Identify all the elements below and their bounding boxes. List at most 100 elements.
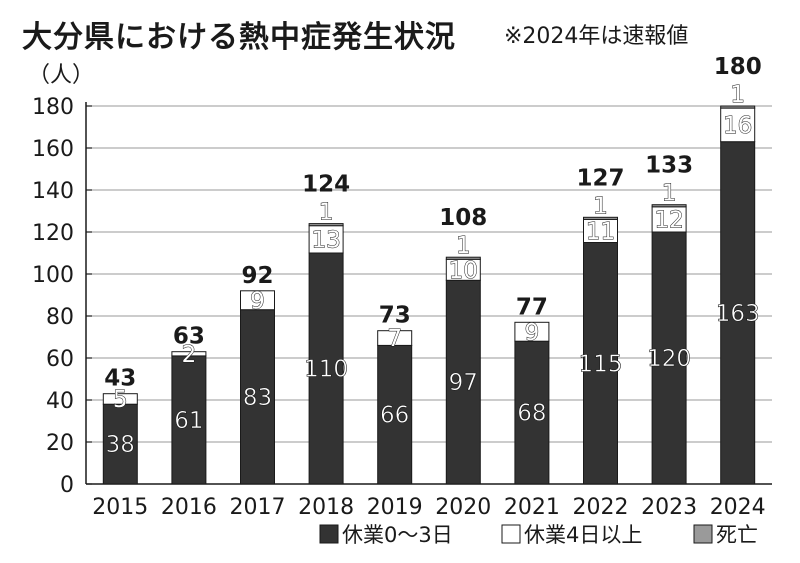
- y-tick-label: 0: [60, 473, 74, 498]
- x-tick-label: 2020: [435, 495, 491, 520]
- x-tick-label: 2024: [710, 495, 766, 520]
- x-tick-label: 2022: [573, 495, 629, 520]
- bar-group-2021: 68 977: [514, 294, 550, 485]
- data-label: 66: [380, 403, 409, 429]
- data-label: 163: [716, 301, 760, 327]
- data-label: 1: [319, 200, 334, 226]
- bar-segment: [171, 351, 207, 357]
- total-label: 180: [714, 54, 762, 80]
- bar-segment: [445, 256, 481, 260]
- x-tick-label: 2021: [504, 495, 560, 520]
- data-label: 12: [654, 207, 683, 233]
- bar-group-2017: 83 992: [240, 263, 275, 485]
- data-label: 1: [593, 193, 608, 219]
- data-label: 7: [387, 326, 402, 352]
- y-tick-label: 120: [32, 221, 74, 246]
- legend-item: 死亡: [693, 523, 758, 547]
- bar-segment: [583, 216, 618, 220]
- chart-title: 大分県における熱中症発生状況: [22, 20, 456, 55]
- bar-segment: [651, 231, 687, 485]
- bar-segment: [651, 204, 687, 208]
- data-label: 5: [113, 387, 128, 413]
- y-tick-label: 100: [32, 263, 74, 288]
- bar-segment: [240, 290, 275, 311]
- data-label: 16: [723, 113, 752, 139]
- total-label: 63: [173, 324, 205, 350]
- y-tick-label: 180: [32, 95, 74, 120]
- data-label: 9: [250, 288, 265, 314]
- bar-group-2016: 61 263: [171, 324, 207, 485]
- legend-label: 休業4日以上: [524, 523, 642, 547]
- y-axis-unit-label: （人）: [28, 63, 94, 88]
- bar-group-2015: 38 543: [102, 366, 138, 485]
- legend-label: 死亡: [716, 523, 758, 547]
- y-tick-label: 80: [46, 305, 74, 330]
- bar-group-2019: 66 773: [377, 303, 413, 485]
- x-tick-label: 2015: [92, 495, 148, 520]
- data-label: 1: [730, 82, 745, 108]
- data-label: 120: [647, 346, 691, 372]
- data-label: 9: [525, 320, 540, 346]
- legend-swatch: [319, 524, 339, 544]
- data-label: 10: [449, 258, 478, 284]
- bar-segment: [583, 242, 618, 485]
- data-label: 1: [662, 181, 677, 207]
- y-tick-label: 20: [46, 431, 74, 456]
- legend: 休業0～3日 休業4日以上 死亡: [319, 523, 758, 547]
- legend-swatch: [693, 524, 713, 544]
- data-label: 1: [456, 233, 471, 259]
- total-label: 108: [439, 205, 487, 231]
- y-tick-label: 140: [32, 179, 74, 204]
- legend-item: 休業0～3日: [319, 523, 453, 547]
- y-tick-label: 60: [46, 347, 74, 372]
- x-tick-label: 2018: [298, 495, 354, 520]
- bar-segment: [102, 393, 138, 405]
- x-tick-label: 2017: [230, 495, 286, 520]
- total-label: 127: [576, 165, 624, 191]
- bar-segment: [377, 330, 413, 346]
- bar-segment: [720, 105, 756, 109]
- data-label: 13: [311, 227, 340, 253]
- total-label: 77: [516, 294, 548, 320]
- legend-swatch: [501, 524, 521, 544]
- total-label: 124: [302, 172, 350, 198]
- legend-item: 休業4日以上: [501, 523, 642, 547]
- y-tick-label: 160: [32, 137, 74, 162]
- x-tick-label: 2019: [367, 495, 423, 520]
- total-label: 43: [104, 366, 136, 392]
- x-tick-label: 2023: [641, 495, 697, 520]
- data-label: 115: [579, 351, 623, 377]
- bar-segment: [308, 252, 344, 485]
- bar-segment: [171, 355, 207, 485]
- total-label: 73: [379, 303, 411, 329]
- data-label: 38: [106, 432, 135, 458]
- bars: 3854361263839921101311246677397101108689…: [102, 54, 762, 485]
- bar-segment: [308, 223, 344, 227]
- preliminary-note: ※2024年は速報値: [504, 24, 689, 49]
- data-label: 68: [517, 401, 546, 427]
- bar-segment: [240, 309, 275, 485]
- data-label: 83: [243, 385, 272, 411]
- bar-segment: [651, 206, 687, 233]
- y-tick-label: 40: [46, 389, 74, 414]
- bar-segment: [720, 141, 756, 485]
- data-label: 110: [304, 357, 348, 383]
- x-tick-label: 2016: [161, 495, 217, 520]
- data-label: 11: [586, 219, 615, 245]
- y-axis-ticks: 0 20 40 60 80 100 120 140 160 180: [32, 95, 92, 498]
- bar-segment: [377, 344, 413, 485]
- data-label: 97: [449, 370, 478, 396]
- x-axis-ticks: 2015 2016 2017 2018 2019 2020 2021 2022 2023 2024: [92, 495, 765, 520]
- data-label: 61: [174, 408, 203, 434]
- total-label: 92: [241, 263, 273, 289]
- bar-segment: [102, 403, 138, 485]
- total-label: 133: [645, 153, 693, 179]
- bar-segment: [514, 321, 550, 342]
- legend-label: 休業0～3日: [342, 523, 453, 547]
